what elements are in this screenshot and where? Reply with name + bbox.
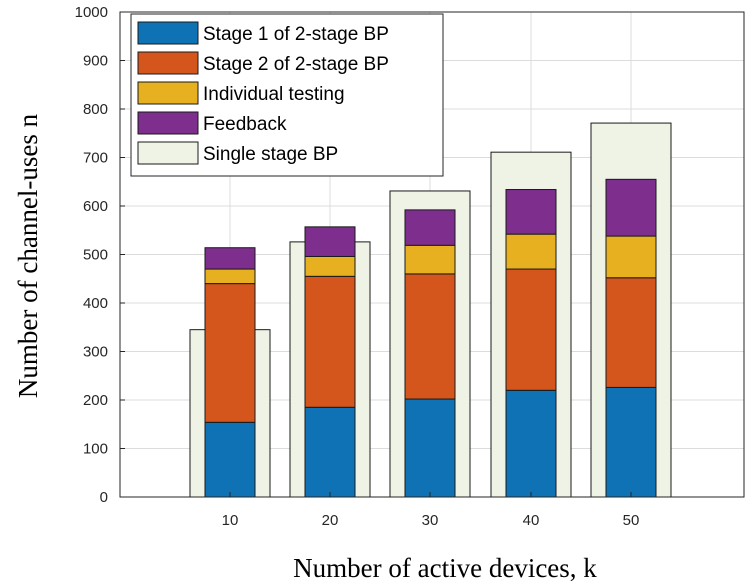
y-tick-label: 0: [100, 489, 108, 506]
x-ticks: 10 20 30 40 50: [222, 492, 640, 529]
bar-segment-series-1: [204, 421, 256, 498]
bar-segment-series-1: [505, 389, 557, 498]
y-tick-label: 1000: [75, 4, 108, 21]
bar-segment-series-4: [304, 226, 356, 257]
x-tick-label: 50: [623, 512, 640, 529]
bar-segment-series-3: [605, 235, 657, 279]
bar-segment-series-3: [304, 255, 356, 277]
y-tick-label: 400: [83, 295, 108, 312]
x-tick-label: 40: [523, 512, 540, 529]
bar-segment-series-4: [505, 189, 557, 235]
y-axis-title: Number of channel-uses n: [13, 113, 43, 398]
bar-segment-series-3: [204, 268, 256, 285]
legend-label: Single stage BP: [203, 144, 338, 165]
x-tick-label: 10: [222, 512, 239, 529]
bar-segment-series-2: [304, 275, 356, 408]
y-tick-label: 900: [83, 53, 108, 70]
bar-segment-series-1: [404, 398, 456, 498]
bar-segment-series-2: [204, 283, 256, 423]
bar-segment-series-2: [404, 273, 456, 400]
legend-label: Individual testing: [203, 84, 345, 105]
bar-segment-series-3: [505, 233, 557, 270]
y-tick-label: 500: [83, 247, 108, 264]
stacked-bars: [204, 178, 657, 498]
y-tick-label: 600: [83, 198, 108, 215]
y-ticks: 0 100 200 300 400 500 600 700 800 900 1000: [75, 4, 125, 506]
x-axis-title: Number of active devices, k: [293, 553, 597, 583]
y-tick-label: 300: [83, 344, 108, 361]
y-tick-label: 800: [83, 101, 108, 118]
legend: Stage 1 of 2-stage BP Stage 2 of 2-stage …: [130, 13, 444, 177]
legend-label: Stage 1 of 2-stage BP: [203, 24, 389, 45]
bar-segment-series-1: [304, 406, 356, 498]
bar-segment-series-4: [204, 247, 256, 270]
legend-swatch: [137, 141, 199, 165]
legend-label: Feedback: [203, 114, 287, 135]
y-tick-label: 200: [83, 392, 108, 409]
legend-label: Stage 2 of 2-stage BP: [203, 54, 389, 75]
x-tick-label: 20: [322, 512, 339, 529]
legend-swatch: [137, 51, 199, 75]
bar-segment-series-4: [605, 178, 657, 237]
legend-swatch: [137, 21, 199, 45]
legend-swatch: [137, 81, 199, 105]
x-tick-label: 30: [422, 512, 439, 529]
bar-segment-series-1: [605, 386, 657, 498]
bar-segment-series-2: [505, 268, 557, 391]
legend-swatch: [137, 111, 199, 135]
y-tick-label: 100: [83, 441, 108, 458]
y-tick-label: 700: [83, 150, 108, 167]
bar-segment-series-2: [605, 277, 657, 388]
bar-segment-series-3: [404, 244, 456, 275]
bar-segment-series-4: [404, 209, 456, 246]
